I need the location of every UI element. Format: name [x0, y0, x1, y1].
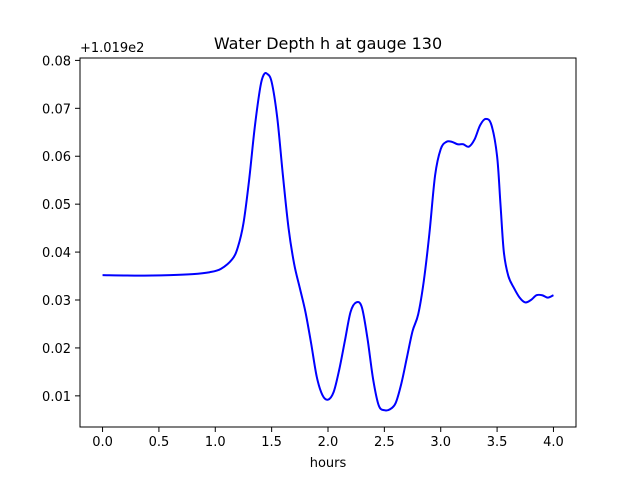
x-tick-label: 1.0 [205, 435, 226, 450]
y-tick-label: 0.08 [42, 54, 71, 69]
y-tick-label: 0.06 [42, 150, 71, 165]
x-tick-label: 0.5 [149, 435, 170, 450]
x-tick-label: 2.5 [374, 435, 395, 450]
x-tick-label: 0.0 [92, 435, 113, 450]
y-offset-label: +1.019e2 [80, 41, 144, 56]
y-tick-label: 0.02 [42, 342, 71, 357]
y-tick-label: 0.07 [42, 102, 71, 117]
y-axis-ticks: 0.01 0.02 0.03 0.04 0.05 0.06 0.07 0.08 [42, 54, 80, 405]
x-tick-label: 3.0 [430, 435, 451, 450]
y-tick-label: 0.05 [42, 198, 71, 213]
chart-title: Water Depth h at gauge 130 [214, 34, 442, 53]
x-axis-label: hours [310, 456, 347, 471]
x-tick-label: 4.0 [543, 435, 564, 450]
x-tick-label: 3.5 [487, 435, 508, 450]
y-tick-label: 0.03 [42, 294, 71, 309]
y-tick-label: 0.01 [42, 390, 71, 405]
x-tick-label: 1.5 [261, 435, 282, 450]
series-line [102, 72, 554, 412]
y-tick-label: 0.04 [42, 246, 71, 261]
plot-frame [79, 57, 577, 428]
x-tick-label: 2.0 [318, 435, 339, 450]
x-axis-ticks: 0.0 0.5 1.0 1.5 2.0 2.5 3.0 3.5 4.0 [92, 427, 564, 450]
